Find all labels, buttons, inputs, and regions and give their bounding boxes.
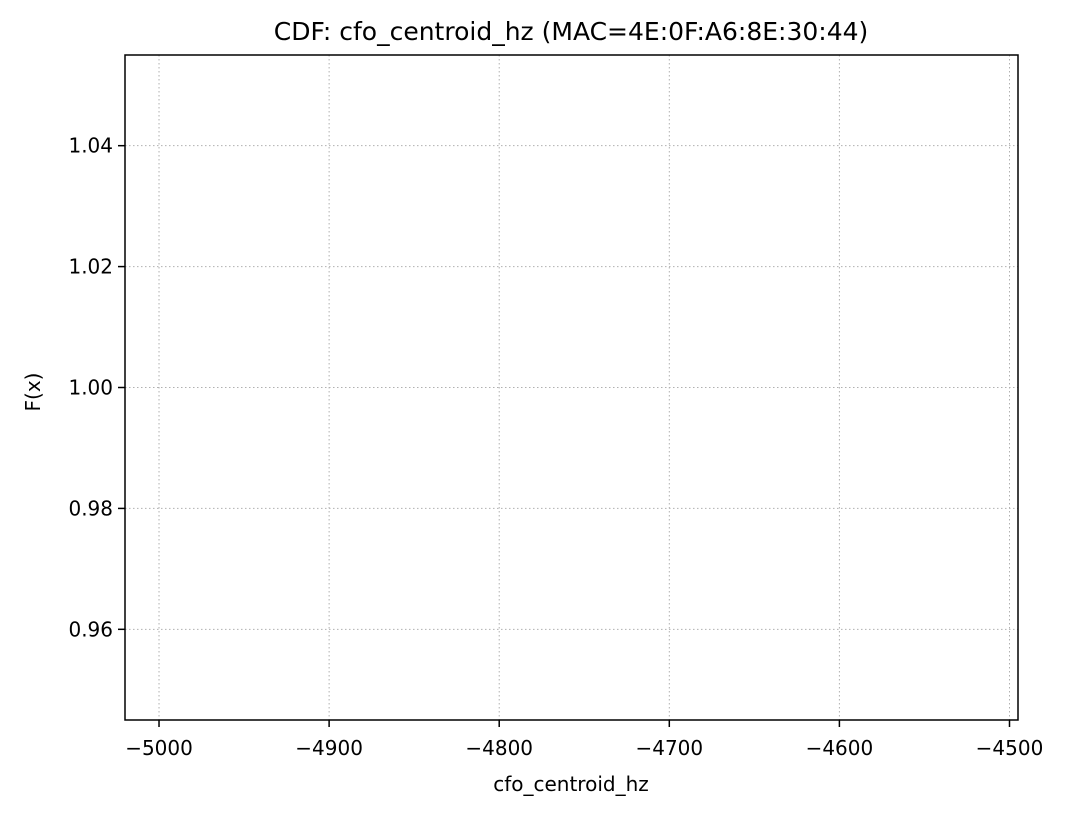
y-tick-label: 1.00: [68, 376, 113, 400]
x-tick-label: −4900: [295, 736, 363, 760]
y-axis-label: F(x): [21, 373, 45, 412]
x-tick-label: −4600: [806, 736, 874, 760]
y-tick-label: 0.96: [68, 617, 113, 641]
chart-title: CDF: cfo_centroid_hz (MAC=4E:0F:A6:8E:30…: [274, 17, 869, 46]
x-tick-label: −4800: [465, 736, 533, 760]
grid-lines: [125, 55, 1018, 720]
x-tick-label: −4700: [635, 736, 703, 760]
y-tick-label: 0.98: [68, 496, 113, 520]
x-axis-label: cfo_centroid_hz: [493, 772, 649, 796]
y-tick-label: 1.02: [68, 255, 113, 279]
x-axis-ticks: −5000 −4900 −4800 −4700 −4600 −4500: [125, 720, 1043, 760]
x-tick-label: −4500: [976, 736, 1044, 760]
y-tick-label: 1.04: [68, 134, 113, 158]
y-axis-ticks: 0.96 0.98 1.00 1.02 1.04: [68, 134, 125, 641]
x-tick-label: −5000: [125, 736, 193, 760]
